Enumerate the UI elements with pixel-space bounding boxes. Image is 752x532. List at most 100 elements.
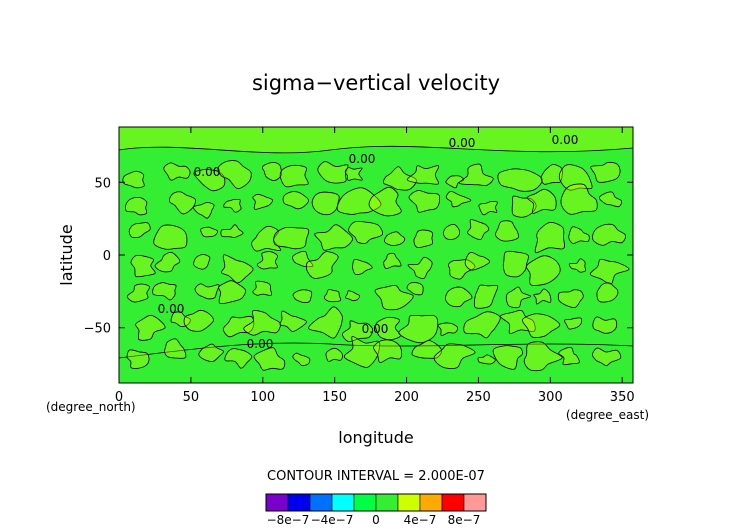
contour-region-91 [463, 311, 501, 339]
contour-region-72 [374, 284, 414, 311]
contour-region-78 [557, 289, 584, 308]
contour-region-67 [218, 280, 246, 305]
contour-region-34 [200, 226, 218, 238]
contour-region-69 [292, 289, 313, 304]
x-tick-label-4: 200 [394, 390, 419, 405]
colorbar-swatch-9 [463, 493, 487, 512]
colorbar [265, 493, 487, 512]
contour-region-44 [495, 220, 520, 242]
contour-region-79 [596, 282, 619, 303]
contour-region-63 [589, 258, 630, 285]
contour-region-70 [323, 289, 342, 303]
contour-region-90 [437, 322, 459, 337]
contour-region-14 [558, 164, 593, 191]
colorbar-frame [265, 493, 487, 512]
contour-region-74 [445, 286, 473, 308]
contour-region-65 [152, 282, 177, 301]
y-tick-label-0: −50 [84, 322, 111, 337]
contour-region-20 [252, 193, 273, 210]
contour-region-62 [568, 258, 587, 273]
contour-label-2: 0.00 [349, 152, 376, 166]
x-tick-label-1: 50 [183, 390, 200, 405]
contour-region-77 [533, 288, 552, 305]
contour-region-55 [352, 258, 373, 275]
contour-region-6 [317, 161, 349, 184]
colorbar-swatch-5 [375, 493, 399, 512]
contour-region-51 [221, 254, 254, 284]
x-tick-label-2: 100 [250, 390, 275, 405]
contour-region-1 [163, 162, 191, 181]
contour-region-53 [292, 250, 314, 268]
contour-region-45 [534, 221, 565, 254]
contour-label-3: 0.00 [194, 165, 221, 179]
contour-label-0: 0.00 [449, 136, 476, 150]
contour-label-4: 0.00 [158, 302, 185, 316]
contour-region-24 [368, 186, 402, 217]
contour-region-81 [170, 311, 191, 327]
colorbar-tick-labels: −8e−7 −4e−7 0 4e−7 8e−7 [267, 513, 481, 527]
contour-region-68 [252, 280, 272, 296]
colorbar-swatch-1 [287, 493, 311, 512]
contour-region-35 [220, 224, 244, 238]
contour-region-59 [464, 251, 491, 271]
contour-region-98 [198, 343, 224, 362]
contour-region-82 [183, 309, 214, 332]
contour-region-111 [592, 347, 622, 367]
contour-region-18 [193, 202, 215, 219]
contour-region-17 [169, 191, 196, 215]
contour-region-64 [126, 283, 151, 303]
contour-region-88 [375, 316, 401, 341]
contour-region-47 [592, 223, 627, 246]
contour-region-76 [505, 286, 532, 309]
contour-label-5: 0.00 [247, 337, 274, 351]
contour-region-104 [373, 339, 402, 364]
contour-region-56 [383, 252, 402, 269]
contour-label-1: 0.00 [552, 133, 579, 147]
contour-region-93 [522, 313, 561, 338]
contour-region-75 [473, 284, 499, 309]
contour-region-48 [130, 254, 156, 278]
contour-region-5 [279, 164, 309, 188]
y-axis-label: latitude [57, 224, 76, 285]
contour-region-16 [124, 196, 148, 216]
contour-region-2 [193, 168, 226, 192]
contour-region-13 [540, 164, 564, 185]
contour-region-100 [253, 347, 286, 371]
contour-region-21 [282, 191, 309, 210]
contour-region-29 [526, 188, 557, 214]
contour-region-95 [592, 316, 618, 334]
contour-region-109 [523, 341, 563, 372]
contour-region-84 [243, 310, 281, 336]
contour-region-7 [344, 167, 363, 181]
contour-interval-caption: CONTOUR INTERVAL = 2.000E-07 [267, 469, 485, 484]
colorbar-tick-label-2: 0 [372, 513, 380, 527]
contour-region-39 [348, 221, 383, 244]
colorbar-swatch-6 [397, 493, 421, 512]
contour-region-11 [458, 163, 494, 186]
x-axis-ticks: 0 50 100 150 200 250 300 350 [115, 127, 635, 405]
y-tick-label-2: 50 [94, 176, 111, 191]
contour-region-96 [126, 349, 150, 369]
contour-region-105 [411, 340, 443, 359]
contour-region-103 [343, 336, 381, 368]
contour-region-26 [445, 190, 472, 208]
contour-region-38 [314, 224, 354, 251]
contour-region-86 [308, 306, 343, 339]
colorbar-tick-label-0: −8e−7 [267, 513, 310, 527]
contour-region-107 [477, 354, 496, 365]
contour-region-15 [590, 161, 621, 183]
colorbar-swatch-8 [441, 493, 465, 512]
contour-region-110 [558, 347, 580, 366]
colorbar-swatch-2 [309, 493, 333, 512]
colorbar-swatch-3 [331, 493, 355, 512]
contour-region-97 [164, 338, 187, 359]
contour-region-99 [224, 348, 253, 369]
contour-region-40 [384, 231, 406, 246]
contour-region-52 [256, 251, 279, 270]
contour-region-66 [194, 283, 220, 300]
contour-region-32 [128, 222, 151, 238]
contour-region-8 [383, 166, 417, 191]
colorbar-swatch-0 [265, 493, 289, 512]
contour-region-37 [273, 226, 310, 250]
